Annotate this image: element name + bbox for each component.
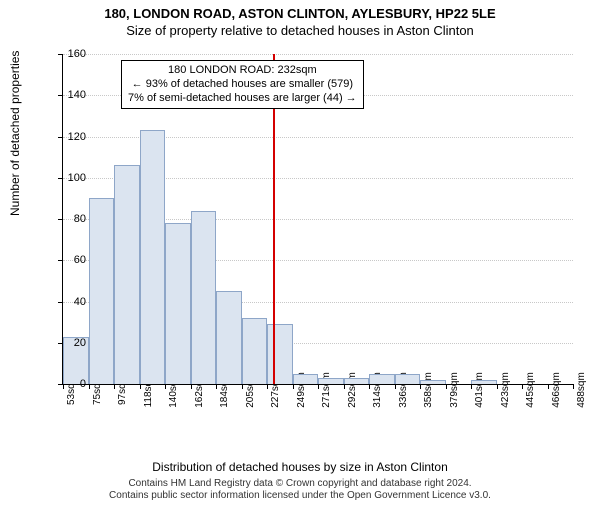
attribution-line2: Contains public sector information licen… [0, 490, 600, 502]
histogram-bar [344, 378, 370, 384]
histogram-bar [420, 380, 446, 384]
xtick-mark [395, 384, 396, 389]
ytick-label: 140 [56, 89, 86, 101]
xtick-mark [420, 384, 421, 389]
histogram-bar [114, 165, 140, 384]
histogram-bar [293, 374, 319, 384]
histogram-bar [191, 211, 217, 384]
xtick-mark [446, 384, 447, 389]
xtick-mark [89, 384, 90, 389]
x-axis-label: Distribution of detached houses by size … [0, 460, 600, 474]
y-axis-label: Number of detached properties [8, 51, 22, 216]
ytick-label: 40 [56, 296, 86, 308]
ytick-label: 80 [56, 213, 86, 225]
xtick-mark [114, 384, 115, 389]
xtick-mark [318, 384, 319, 389]
xtick-mark [522, 384, 523, 389]
xtick-mark [548, 384, 549, 389]
xtick-mark [191, 384, 192, 389]
ytick-label: 60 [56, 254, 86, 266]
histogram-bar [165, 223, 191, 384]
histogram-bar [89, 198, 115, 384]
chart-container: 180, LONDON ROAD, ASTON CLINTON, AYLESBU… [0, 6, 600, 506]
annotation-box: 180 LONDON ROAD: 232sqm ← 93% of detache… [121, 60, 364, 109]
xtick-label: 423sqm [500, 372, 511, 408]
annotation-line3: 7% of semi-detached houses are larger (4… [128, 92, 357, 106]
histogram-bar [471, 380, 497, 384]
histogram-bar [216, 291, 242, 384]
attribution-line1: Contains HM Land Registry data © Crown c… [0, 478, 600, 490]
xtick-mark [165, 384, 166, 389]
xtick-mark [267, 384, 268, 389]
xtick-label: 379sqm [449, 372, 460, 408]
xtick-mark [573, 384, 574, 389]
xtick-label: 401sqm [474, 372, 485, 408]
xtick-mark [242, 384, 243, 389]
xtick-label: 445sqm [525, 372, 536, 408]
xtick-label: 466sqm [551, 372, 562, 408]
ytick-label: 0 [56, 378, 86, 390]
histogram-bar [267, 324, 293, 384]
xtick-mark [140, 384, 141, 389]
histogram-bar [318, 378, 344, 384]
xtick-mark [369, 384, 370, 389]
xtick-mark [293, 384, 294, 389]
histogram-bar [395, 374, 421, 384]
xtick-label: 488sqm [576, 372, 587, 408]
xtick-mark [471, 384, 472, 389]
plot-area: 53sqm75sqm97sqm118sqm140sqm162sqm184sqm2… [62, 54, 573, 385]
ytick-label: 100 [56, 172, 86, 184]
gridline [63, 54, 573, 55]
xtick-label: 358sqm [423, 372, 434, 408]
xtick-mark [497, 384, 498, 389]
histogram-bar [242, 318, 268, 384]
ytick-label: 160 [56, 48, 86, 60]
histogram-bar [369, 374, 395, 384]
xtick-mark [344, 384, 345, 389]
page-subtitle: Size of property relative to detached ho… [0, 23, 600, 38]
page-title: 180, LONDON ROAD, ASTON CLINTON, AYLESBU… [0, 6, 600, 21]
ytick-label: 120 [56, 131, 86, 143]
attribution: Contains HM Land Registry data © Crown c… [0, 478, 600, 502]
ytick-label: 20 [56, 337, 86, 349]
annotation-line1: 180 LONDON ROAD: 232sqm [128, 64, 357, 78]
annotation-line2: ← 93% of detached houses are smaller (57… [128, 78, 357, 92]
xtick-mark [216, 384, 217, 389]
histogram-bar [140, 130, 166, 384]
